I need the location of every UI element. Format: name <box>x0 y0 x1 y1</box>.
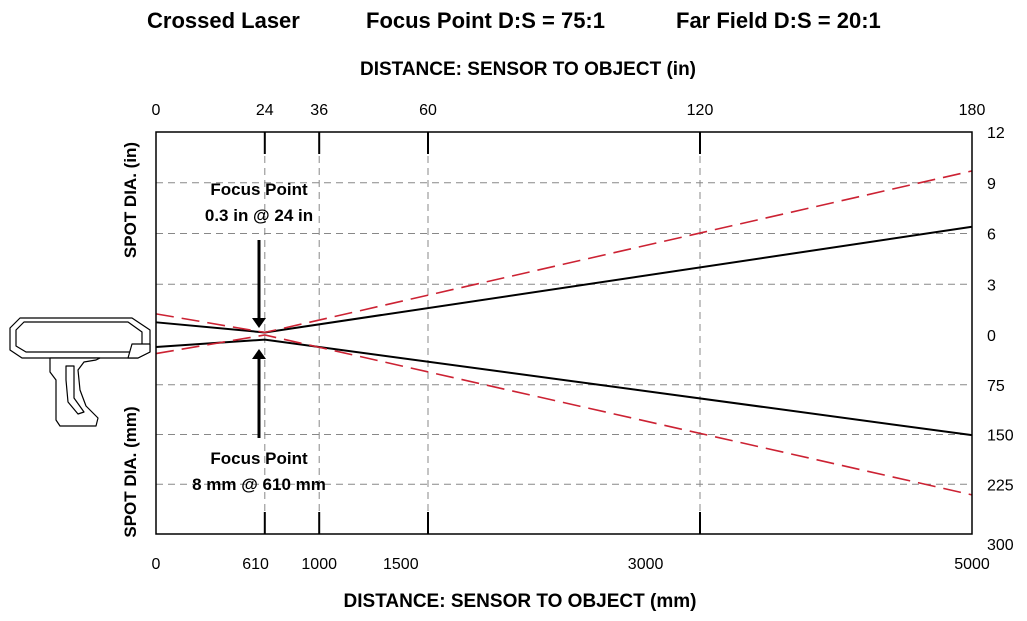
x-tick-label-top: 36 <box>310 102 328 119</box>
x-axis-top-label: DISTANCE: SENSOR TO OBJECT (in) <box>360 59 696 80</box>
focus-point-lower-title: Focus Point <box>210 449 308 468</box>
y-tick-label-upper: 0 <box>987 328 996 345</box>
y-tick-label-upper: 3 <box>987 277 996 294</box>
focus-point-upper-title: Focus Point <box>210 180 308 199</box>
x-tick-label-bottom: 0 <box>152 556 161 573</box>
x-tick-label-bottom: 3000 <box>628 556 664 573</box>
series-1-upper-line <box>155 170 973 334</box>
x-tick-label-top: 120 <box>687 102 714 119</box>
y-tick-label-lower: 75 <box>987 378 1005 395</box>
focus-point-lower-value: 8 mm @ 610 mm <box>192 475 326 494</box>
x-tick-label-top: 24 <box>256 102 274 119</box>
x-tick-label-top: 60 <box>419 102 437 119</box>
x-tick-label-bottom: 1500 <box>383 556 419 573</box>
grid <box>156 132 972 534</box>
chart-title-1: Crossed Laser <box>147 8 300 33</box>
tick-labels: 0 24 36 60 120 180 0 610 1000 1500 3000 5000 12 9 6 3 0 7… <box>152 102 1014 573</box>
focus-point-upper-value: 0.3 in @ 24 in <box>205 206 313 225</box>
x-tick-label-bottom: 1000 <box>301 556 337 573</box>
plot-frame <box>155 131 973 535</box>
x-tick-label-bottom: 5000 <box>954 556 990 573</box>
chart-title-3: Far Field D:S = 20:1 <box>676 8 881 33</box>
x-tick-label-bottom: 610 <box>242 556 269 573</box>
series-0-lower-line <box>155 338 973 437</box>
y-tick-label-upper: 12 <box>987 125 1005 142</box>
series-0-upper-line <box>155 225 973 334</box>
infrared-thermometer-gun-icon <box>9 317 151 427</box>
x-tick-label-top: 0 <box>152 102 161 119</box>
y-tick-label-upper: 9 <box>987 176 996 193</box>
x-tick-label-top: 180 <box>959 102 986 119</box>
series-lines <box>155 170 973 496</box>
y-tick-label-lower: 150 <box>987 428 1014 445</box>
x-axis-bottom-label: DISTANCE: SENSOR TO OBJECT (mm) <box>344 591 697 612</box>
y-tick-label-lower: 300 <box>987 537 1014 554</box>
chart-title-2: Focus Point D:S = 75:1 <box>366 8 605 33</box>
y-axis-lower-label: SPOT DIA. (mm) <box>121 406 140 537</box>
y-axis-upper-label: SPOT DIA. (in) <box>121 142 140 258</box>
y-tick-label-lower: 225 <box>987 477 1014 494</box>
y-tick-label-upper: 6 <box>987 227 996 244</box>
series-1-lower-line <box>155 334 973 496</box>
